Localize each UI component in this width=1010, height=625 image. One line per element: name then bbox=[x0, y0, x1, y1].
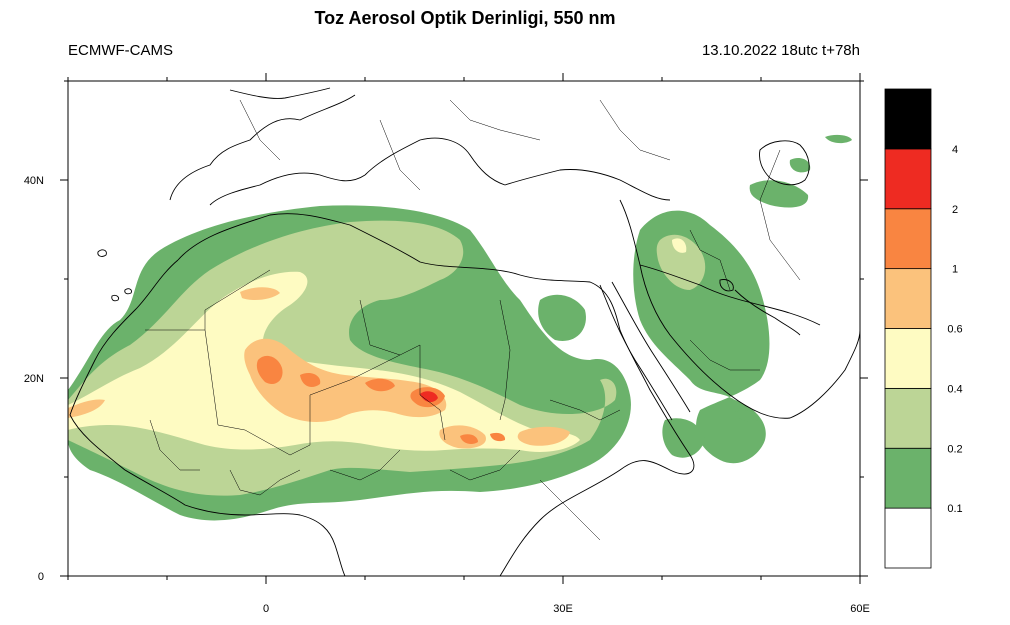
map-title: Toz Aerosol Optik Derinligi, 550 nm bbox=[314, 8, 616, 28]
legend-swatch bbox=[884, 88, 932, 150]
legend-swatch bbox=[884, 387, 932, 449]
legend-swatch bbox=[884, 268, 932, 329]
legend-label: 0.6 bbox=[947, 324, 962, 336]
map-frame bbox=[60, 73, 868, 584]
y-tick-label: 40N bbox=[24, 175, 44, 187]
x-tick-label: 0 bbox=[263, 603, 269, 615]
legend-swatch bbox=[884, 208, 932, 270]
aod-level-0.6 bbox=[68, 287, 570, 449]
y-tick-label: 20N bbox=[24, 373, 44, 385]
country-borders bbox=[145, 99, 801, 541]
aod-level-1 bbox=[256, 355, 506, 444]
legend-swatch bbox=[884, 507, 932, 569]
map-panel bbox=[68, 81, 860, 576]
aod-level-0.4 bbox=[68, 238, 687, 452]
legend-label: 1 bbox=[952, 264, 958, 276]
data-source-label: ECMWF-CAMS bbox=[68, 42, 173, 59]
legend-label: 2 bbox=[952, 204, 958, 216]
x-tick-label: 60E bbox=[850, 603, 870, 615]
legend-swatch bbox=[884, 328, 932, 389]
legend-label: 0.2 bbox=[947, 443, 962, 455]
legend-label: 4 bbox=[952, 144, 958, 156]
legend-swatch bbox=[884, 148, 932, 210]
aod-level-2 bbox=[420, 391, 438, 403]
forecast-time-label: 13.10.2022 18utc t+78h bbox=[701, 42, 860, 59]
legend-label: 0.1 bbox=[947, 503, 962, 515]
y-tick-label: 0 bbox=[38, 571, 44, 583]
legend-swatch bbox=[884, 447, 932, 509]
legend-label: 0.4 bbox=[947, 383, 962, 395]
color-legend: 0.1 0.2 0.4 0.6 1 2 4 bbox=[884, 88, 963, 569]
x-tick-label: 30E bbox=[553, 603, 573, 615]
coastlines bbox=[69, 87, 860, 576]
